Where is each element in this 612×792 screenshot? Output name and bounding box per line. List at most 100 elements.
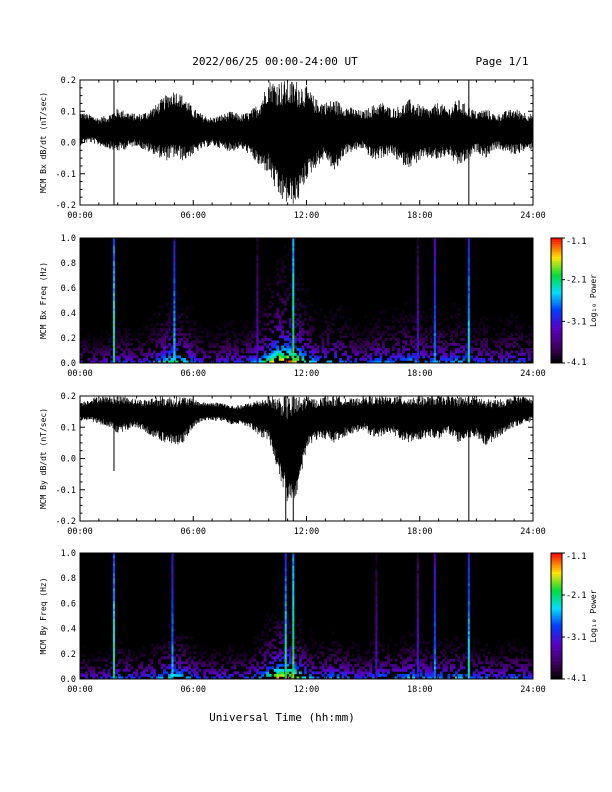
bx-spectrogram-cell: [288, 353, 292, 356]
by-spectrogram-x-tick-label: 18:00: [407, 685, 433, 695]
bx-spectrogram-cell: [298, 320, 302, 324]
by-spectrogram-cell: [319, 651, 322, 655]
by-spectrogram-cell: [281, 638, 285, 642]
bx-spectrogram-cell: [150, 330, 154, 334]
bx-spectrogram-cell: [374, 353, 378, 356]
bx-spectrogram-cell: [225, 358, 229, 361]
by-spectrogram-band-cell: [284, 595, 287, 599]
bx-spectrogram-cell: [457, 350, 461, 354]
bx-spectrogram-cell: [107, 348, 111, 351]
by-spectrogram-cell: [293, 663, 297, 667]
by-spectrogram-cell: [487, 673, 491, 677]
bx-spectrogram-cell: [102, 338, 106, 341]
by-spectrogram-cell: [447, 646, 451, 650]
by-spectrogram-band-cell: [171, 570, 174, 574]
bx-spectrogram-cell: [92, 353, 96, 356]
bx-spectrogram-cell: [261, 305, 265, 309]
bx-spectrogram-cell: [439, 335, 443, 339]
by-spectrogram-band-cell: [171, 583, 174, 587]
by-spectrogram-cell: [92, 676, 96, 680]
bx-spectrogram-cell: [439, 348, 443, 351]
by-spectrogram-cell: [527, 661, 531, 665]
bx-spectrogram-cell: [376, 325, 380, 329]
by-spectrogram-cell: [465, 651, 468, 655]
bx-spectrogram-cell: [412, 355, 416, 359]
by-spectrogram-cell: [233, 658, 237, 662]
by-spectrogram-cell: [497, 661, 501, 665]
by-spectrogram-cell: [462, 656, 466, 660]
by-spectrogram-band-cell: [292, 648, 295, 652]
bx-spectrogram-cell: [309, 328, 312, 331]
bx-spectrogram-cell: [497, 345, 501, 349]
by-spectrogram-cell: [402, 666, 405, 670]
by-spectrogram-band-cell: [284, 633, 287, 637]
bx-spectrogram-cell: [160, 328, 164, 331]
bx-spectrogram-band-cell: [416, 343, 419, 346]
bx-spectrogram-band-cell: [467, 320, 470, 324]
bx-spectrogram-cell: [392, 313, 395, 316]
bx-spectrogram-cell: [306, 345, 310, 349]
by-spectrogram-cell: [142, 646, 146, 650]
by-spectrogram-band-cell: [375, 610, 378, 614]
bx-spectrogram-band-cell: [173, 270, 176, 274]
bx-spectrogram-band-cell: [416, 315, 419, 319]
by-spectrogram-cell: [339, 643, 343, 647]
bx-spectrogram-cell: [178, 315, 181, 319]
by-spectrogram-band-cell: [467, 570, 470, 574]
bx-spectrogram-band-cell: [292, 355, 295, 359]
by-spectrogram-cell: [379, 661, 383, 665]
bx-spectrogram-cell: [205, 355, 209, 359]
by-spectrogram-cell: [311, 663, 315, 667]
bx-spectrogram-cell: [384, 318, 388, 321]
bx-spectrogram-cell: [515, 328, 519, 331]
by-spectrogram-cell: [130, 676, 134, 680]
by-spectrogram-band-cell: [292, 628, 295, 632]
by-spectrogram-cell: [412, 673, 416, 677]
by-spectrogram-band-cell: [112, 628, 115, 632]
bx-spectrogram-band-cell: [256, 258, 259, 261]
by-spectrogram-cell: [331, 631, 335, 634]
bx-spectrogram-cell: [273, 313, 277, 316]
bx-spectrogram-cell: [364, 348, 368, 351]
bx-spectrogram-cell: [268, 313, 272, 316]
bx-spectrogram-cell: [163, 360, 166, 364]
by-spectrogram-cell: [364, 651, 368, 655]
by-spectrogram-band-cell: [375, 631, 378, 634]
bx-spectrogram-cell: [170, 303, 174, 306]
bx-spectrogram-cell: [231, 358, 234, 361]
by-spectrogram-colorbar-step: [551, 599, 562, 602]
bx-spectrogram-cell: [397, 340, 400, 344]
by-spectrogram-cell: [429, 663, 433, 667]
by-spectrogram-cell: [339, 671, 343, 675]
bx-spectrogram-cell: [341, 360, 345, 364]
bx-spectrogram-cell: [293, 313, 297, 316]
bx-spectrogram-cell: [281, 353, 285, 356]
bx-spectrogram-cell: [444, 345, 448, 349]
bx-spectrogram-band-cell: [292, 293, 295, 296]
bx-spectrogram-band-cell: [467, 255, 470, 259]
by-spectrogram-cell: [298, 638, 302, 642]
by-spectrogram-cell: [198, 668, 202, 672]
by-spectrogram-cell: [407, 656, 410, 660]
bx-spectrogram-cell: [261, 345, 265, 349]
bx-spectrogram-cell: [132, 353, 136, 356]
bx-spectrogram-cell: [200, 358, 204, 361]
bx-spectrogram-cell: [261, 348, 265, 351]
bx-spectrogram-cell: [281, 280, 285, 284]
by-spectrogram-cell: [253, 673, 257, 677]
bx-spectrogram-cell: [225, 340, 229, 344]
by-spectrogram-band-cell: [416, 653, 419, 657]
bx-spectrogram-cell: [165, 335, 169, 339]
by-spectrogram-cell: [180, 653, 184, 657]
bx-spectrogram-cell: [140, 350, 144, 354]
by-spectrogram-cell: [130, 666, 134, 670]
bx-spectrogram-cell: [500, 360, 504, 364]
bx-spectrogram-cell: [460, 330, 463, 334]
bx-spectrogram-cell: [163, 325, 166, 329]
by-spectrogram-cell: [447, 643, 451, 647]
bx-spectrogram-cell: [452, 343, 456, 346]
bx-spectrogram-band-cell: [173, 265, 176, 269]
bx-spectrogram-cell: [100, 348, 103, 351]
bx-spectrogram-cell: [276, 345, 280, 349]
by-spectrogram-cell: [500, 651, 504, 655]
